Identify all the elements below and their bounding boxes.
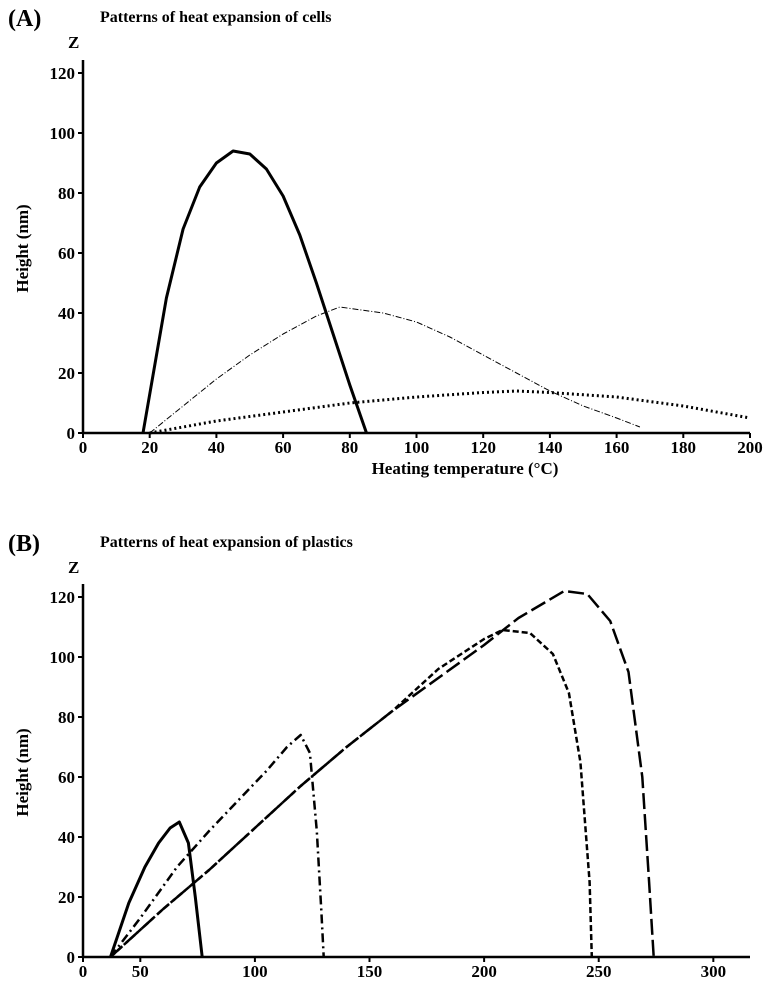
- panel-label: (A): [8, 6, 41, 32]
- y-tick-label: 60: [58, 244, 75, 263]
- x-tick-label: 40: [208, 438, 225, 457]
- y-tick-label: 100: [50, 648, 76, 667]
- x-tick-label: 0: [79, 962, 88, 981]
- x-tick-label: 150: [357, 962, 383, 981]
- x-tick-label: 20: [141, 438, 158, 457]
- x-tick-label: 60: [275, 438, 292, 457]
- x-tick-label: 140: [537, 438, 563, 457]
- y-tick-label: 20: [58, 364, 75, 383]
- z-label: Z: [68, 33, 79, 52]
- x-tick-label: 100: [404, 438, 430, 457]
- x-tick-label: 250: [586, 962, 612, 981]
- curve: [109, 733, 325, 958]
- z-label: Z: [68, 558, 79, 577]
- y-tick-label: 80: [58, 708, 75, 727]
- curve: [109, 820, 204, 958]
- y-tick-label: 40: [58, 304, 75, 323]
- y-tick-label: 120: [50, 588, 76, 607]
- x-tick-label: 50: [132, 962, 149, 981]
- y-tick-label: 40: [58, 828, 75, 847]
- x-axis-label: Heating temperature (°C): [372, 459, 559, 478]
- x-tick-label: 200: [737, 438, 763, 457]
- chart-title: Patterns of heat expansion of cells: [100, 9, 332, 26]
- curve: [109, 589, 655, 958]
- x-tick-label: 0: [79, 438, 88, 457]
- y-tick-label: 0: [67, 424, 76, 443]
- y-tick-label: 20: [58, 888, 75, 907]
- x-tick-label: 80: [341, 438, 358, 457]
- y-tick-label: 120: [50, 64, 76, 83]
- x-tick-label: 120: [470, 438, 496, 457]
- panel-label: (B): [8, 531, 40, 557]
- x-tick-label: 200: [471, 962, 497, 981]
- curve: [141, 149, 368, 434]
- x-tick-label: 160: [604, 438, 630, 457]
- y-tick-label: 0: [67, 948, 76, 967]
- y-tick-label: 80: [58, 184, 75, 203]
- y-tick-label: 60: [58, 768, 75, 787]
- curve: [149, 306, 641, 434]
- x-tick-label: 300: [701, 962, 727, 981]
- y-tick-label: 100: [50, 124, 76, 143]
- y-axis-label: Height (nm): [13, 728, 32, 816]
- curve: [109, 628, 594, 958]
- y-axis-label: Height (nm): [13, 204, 32, 292]
- curve: [149, 389, 751, 435]
- x-tick-label: 180: [671, 438, 697, 457]
- x-tick-label: 100: [242, 962, 268, 981]
- chart-title: Patterns of heat expansion of plastics: [100, 534, 353, 551]
